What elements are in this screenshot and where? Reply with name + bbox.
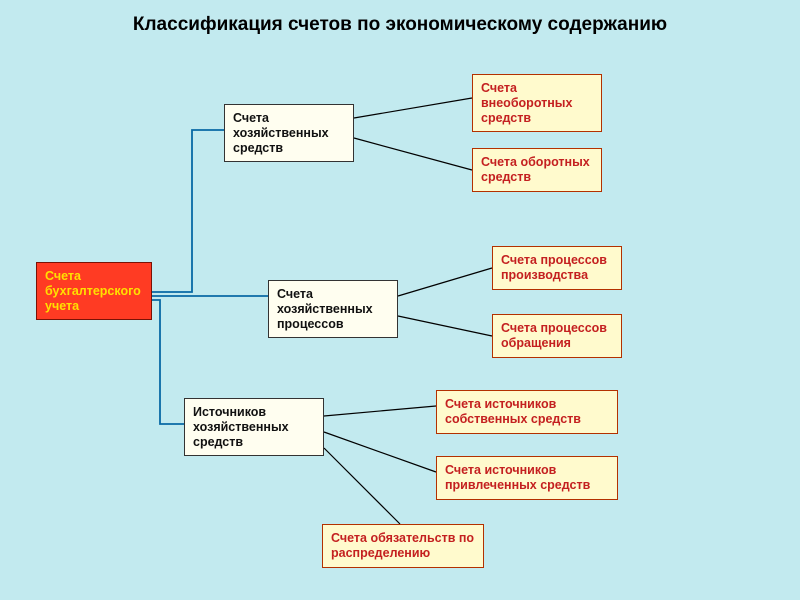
node-sources: Источников хозяйственных средств — [184, 398, 324, 456]
node-noncurrent: Счета внеоборотных средств — [472, 74, 602, 132]
node-assets: Счета хозяйственных средств — [224, 104, 354, 162]
node-production: Счета процессов производства — [492, 246, 622, 290]
node-attracted-sources: Счета источников привлеченных средств — [436, 456, 618, 500]
node-own-sources: Счета источников собственных средств — [436, 390, 618, 434]
diagram-title: Классификация счетов по экономическому с… — [0, 14, 800, 37]
node-obligations: Счета обязательств по распределению — [322, 524, 484, 568]
node-current: Счета оборотных средств — [472, 148, 602, 192]
node-processes: Счета хозяйственных процессов — [268, 280, 398, 338]
node-root: Счета бухгалтерского учета — [36, 262, 152, 320]
node-circulation: Счета процессов обращения — [492, 314, 622, 358]
